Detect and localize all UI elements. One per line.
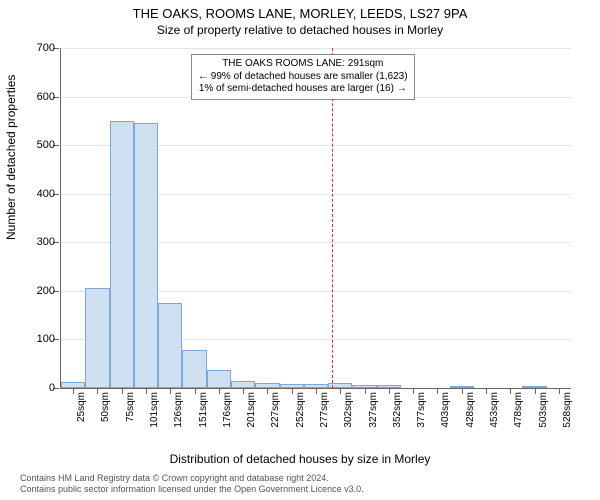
x-tick-label: 302sqm [343, 392, 354, 428]
x-tick [219, 388, 220, 394]
plot-region: 010020030040050060070025sqm50sqm75sqm101… [60, 48, 571, 389]
x-tick [243, 388, 244, 394]
x-tick [486, 388, 487, 394]
x-tick-label: 277sqm [319, 392, 330, 428]
x-tick-label: 75sqm [125, 392, 136, 422]
x-tick-label: 227sqm [270, 392, 281, 428]
histogram-bar [158, 303, 182, 388]
y-tick-label: 600 [15, 91, 55, 103]
histogram-bar [231, 381, 255, 388]
x-tick-label: 25sqm [76, 392, 87, 422]
y-tick-label: 300 [15, 236, 55, 248]
x-axis-title: Distribution of detached houses by size … [0, 452, 600, 466]
annotation-line-3: 1% of semi-detached houses are larger (1… [198, 83, 408, 96]
chart-subtitle: Size of property relative to detached ho… [0, 21, 600, 37]
x-tick-label: 528sqm [562, 392, 573, 428]
x-tick-label: 327sqm [368, 392, 379, 428]
x-tick-label: 252sqm [295, 392, 306, 428]
x-tick-label: 428sqm [465, 392, 476, 428]
histogram-bar [134, 123, 158, 388]
x-tick [413, 388, 414, 394]
histogram-bar [85, 288, 109, 388]
x-tick [462, 388, 463, 394]
chart-container: THE OAKS, ROOMS LANE, MORLEY, LEEDS, LS2… [0, 0, 600, 500]
footer-attribution: Contains HM Land Registry data © Crown c… [20, 473, 364, 496]
histogram-bar [207, 370, 231, 388]
x-tick-label: 50sqm [100, 392, 111, 422]
x-tick-label: 201sqm [246, 392, 257, 428]
footer-line-1: Contains HM Land Registry data © Crown c… [20, 473, 364, 485]
annotation-line-1: THE OAKS ROOMS LANE: 291sqm [198, 58, 408, 71]
x-tick-label: 126sqm [173, 392, 184, 428]
chart-area: 010020030040050060070025sqm50sqm75sqm101… [60, 48, 570, 428]
x-tick-label: 403sqm [440, 392, 451, 428]
annotation-box: THE OAKS ROOMS LANE: 291sqm← 99% of deta… [191, 54, 415, 100]
y-tick-label: 500 [15, 139, 55, 151]
x-tick [146, 388, 147, 394]
x-tick [316, 388, 317, 394]
x-tick-label: 151sqm [198, 392, 209, 428]
histogram-bar [182, 350, 206, 388]
x-tick-label: 453sqm [489, 392, 500, 428]
x-tick [437, 388, 438, 394]
x-tick-label: 478sqm [513, 392, 524, 428]
x-tick [97, 388, 98, 394]
gridline [61, 48, 571, 49]
x-tick [73, 388, 74, 394]
annotation-line-2: ← 99% of detached houses are smaller (1,… [198, 71, 408, 84]
x-tick [340, 388, 341, 394]
x-tick [559, 388, 560, 394]
y-tick-label: 700 [15, 42, 55, 54]
footer-line-2: Contains public sector information licen… [20, 484, 364, 496]
chart-title: THE OAKS, ROOMS LANE, MORLEY, LEEDS, LS2… [0, 0, 600, 21]
x-tick-label: 176sqm [222, 392, 233, 428]
x-tick [535, 388, 536, 394]
x-tick [195, 388, 196, 394]
x-tick [170, 388, 171, 394]
x-tick-label: 101sqm [149, 392, 160, 428]
y-tick-label: 100 [15, 333, 55, 345]
x-tick-label: 503sqm [538, 392, 549, 428]
x-tick-label: 352sqm [392, 392, 403, 428]
x-tick [510, 388, 511, 394]
y-tick-label: 400 [15, 188, 55, 200]
x-tick-label: 377sqm [416, 392, 427, 428]
x-tick [292, 388, 293, 394]
x-tick [365, 388, 366, 394]
x-tick [267, 388, 268, 394]
y-tick-label: 0 [15, 382, 55, 394]
y-tick-label: 200 [15, 285, 55, 297]
histogram-bar [110, 121, 134, 388]
x-tick [122, 388, 123, 394]
x-tick [389, 388, 390, 394]
